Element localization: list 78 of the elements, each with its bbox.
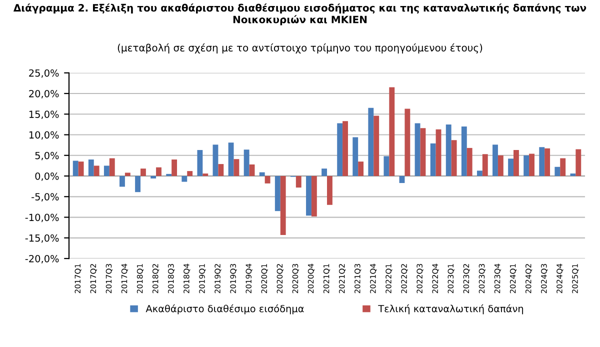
legend-label: Τελική καταναλωτική δαπάνη bbox=[378, 304, 524, 314]
bar bbox=[140, 168, 146, 176]
bar bbox=[249, 164, 255, 176]
bar bbox=[476, 170, 482, 176]
y-tick-label: -15,0% bbox=[25, 234, 59, 243]
bar bbox=[508, 158, 514, 176]
bar bbox=[156, 167, 162, 176]
bar bbox=[498, 155, 504, 176]
y-tick-label: 25,0% bbox=[29, 69, 59, 78]
bar bbox=[461, 126, 467, 176]
bar bbox=[389, 87, 395, 176]
y-tick-label: 0,0% bbox=[35, 172, 59, 181]
bar bbox=[311, 176, 317, 216]
bar bbox=[451, 140, 457, 176]
bar bbox=[399, 176, 405, 184]
y-tick-label: 15,0% bbox=[29, 110, 59, 119]
bar bbox=[264, 176, 270, 184]
y-tick-label: 20,0% bbox=[29, 90, 59, 98]
bar bbox=[280, 176, 286, 235]
bar bbox=[197, 150, 203, 176]
bar bbox=[352, 137, 358, 176]
bar bbox=[446, 124, 452, 176]
bar bbox=[244, 150, 250, 176]
bar bbox=[120, 176, 125, 187]
bar bbox=[182, 176, 188, 182]
bar bbox=[234, 159, 240, 176]
bar bbox=[544, 148, 550, 176]
bar bbox=[524, 155, 530, 176]
bar bbox=[94, 166, 100, 176]
bar bbox=[576, 149, 582, 176]
chart-title: Διάγραμμα 2. Εξέλιξη του ακαθάριστου διαθέσιμου εισοδήματος και της καταναλωτικής δαπάνης των Νοικοκυριών και ΜΚΙΕΝ bbox=[13, 3, 586, 26]
y-tick-label: 5,0% bbox=[35, 152, 59, 160]
chart-subtitle: (μεταβολή σε σχέση με το αντίστοιχο τρίμηνο του προηγούμενου έτους) bbox=[118, 43, 482, 54]
bar bbox=[368, 108, 374, 176]
bar bbox=[414, 123, 420, 176]
bar bbox=[296, 176, 302, 188]
y-tick-label: -20,0% bbox=[25, 254, 59, 264]
bar bbox=[384, 156, 390, 176]
bar bbox=[358, 162, 364, 176]
bar bbox=[228, 142, 234, 176]
bar bbox=[187, 171, 193, 176]
bar bbox=[259, 172, 265, 176]
bar bbox=[166, 174, 172, 176]
bar bbox=[274, 176, 280, 212]
bar bbox=[436, 129, 442, 176]
bar bbox=[570, 174, 576, 176]
bar bbox=[482, 154, 488, 176]
bar bbox=[218, 164, 224, 176]
y-tick-label: -10,0% bbox=[25, 214, 59, 222]
bar bbox=[342, 121, 348, 176]
bar bbox=[212, 144, 218, 176]
bar bbox=[539, 147, 545, 176]
bar bbox=[492, 144, 498, 176]
bar bbox=[109, 158, 115, 176]
bar bbox=[560, 158, 566, 176]
bar bbox=[337, 123, 343, 176]
bar bbox=[466, 148, 472, 176]
bar bbox=[124, 172, 130, 176]
bar bbox=[420, 128, 426, 176]
bar bbox=[529, 154, 534, 176]
legend-label: Ακαθάριστο διαθέσιμο εισόδημα bbox=[146, 304, 304, 314]
bar bbox=[202, 174, 208, 176]
bar bbox=[135, 176, 140, 192]
bar bbox=[514, 150, 519, 176]
bar bbox=[430, 143, 436, 176]
y-tick-label: -5,0% bbox=[32, 193, 59, 202]
bar bbox=[104, 166, 110, 176]
bar bbox=[322, 168, 327, 176]
bar bbox=[327, 176, 332, 205]
bar bbox=[88, 160, 94, 176]
y-tick-label: 10,0% bbox=[29, 131, 59, 140]
bar bbox=[404, 108, 410, 176]
bar bbox=[78, 162, 84, 176]
bar bbox=[374, 116, 380, 176]
bar bbox=[72, 160, 78, 176]
bar bbox=[554, 166, 560, 176]
bar bbox=[172, 160, 178, 176]
bar bbox=[306, 176, 312, 216]
